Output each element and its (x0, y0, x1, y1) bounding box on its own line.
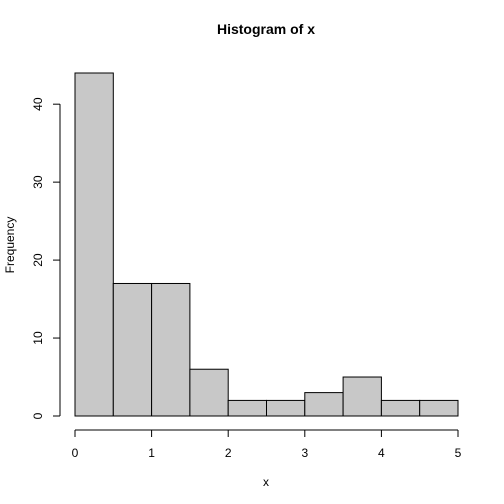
chart-title: Histogram of x (217, 21, 315, 37)
x-axis-label: x (263, 475, 269, 489)
bar (227, 399, 267, 417)
y-tick-label: 10 (31, 331, 45, 345)
x-tick-label: 1 (148, 446, 155, 460)
x-tick-label: 2 (225, 446, 232, 460)
x-tick-label: 3 (301, 446, 308, 460)
y-tick-label: 40 (31, 97, 45, 111)
bar (151, 282, 191, 417)
bar (266, 399, 306, 417)
y-axis-label: Frequency (3, 217, 17, 274)
bar (419, 399, 459, 417)
bar (380, 399, 421, 417)
x-tick-label: 0 (72, 446, 79, 460)
bar (74, 72, 114, 417)
bar (304, 392, 344, 417)
bar (189, 368, 229, 417)
bar (112, 282, 153, 417)
x-tick-label: 5 (455, 446, 462, 460)
y-tick-label: 0 (31, 412, 45, 419)
x-tick-label: 4 (378, 446, 385, 460)
y-tick-label: 20 (31, 253, 45, 267)
y-tick-label: 30 (31, 175, 45, 189)
bar (342, 376, 382, 417)
